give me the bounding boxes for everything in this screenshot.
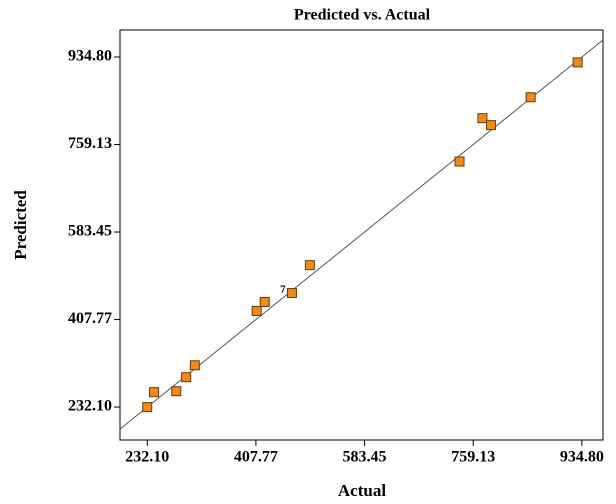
point bbox=[477, 113, 488, 124]
point bbox=[304, 260, 315, 271]
point bbox=[572, 57, 583, 68]
point bbox=[286, 288, 297, 299]
x-tick-label: 934.80 bbox=[560, 449, 604, 466]
point bbox=[251, 305, 262, 316]
y-tick-label: 759.13 bbox=[68, 135, 112, 152]
chart-title: Predicted vs. Actual bbox=[294, 7, 431, 24]
x-tick-label: 232.10 bbox=[125, 449, 169, 466]
point bbox=[149, 387, 160, 398]
point bbox=[189, 360, 200, 371]
y-tick-label: 232.10 bbox=[68, 398, 112, 415]
point bbox=[454, 156, 465, 167]
point bbox=[171, 386, 182, 397]
plot-frame bbox=[119, 29, 604, 441]
x-tick-label: 407.77 bbox=[234, 449, 278, 466]
reference-line bbox=[119, 39, 604, 430]
y-tick-label: 934.80 bbox=[68, 48, 112, 65]
y-axis-label: Predicted bbox=[11, 190, 30, 260]
x-tick-label: 759.13 bbox=[451, 449, 495, 466]
x-tick-label: 583.45 bbox=[343, 449, 387, 466]
x-axis-label: Actual bbox=[338, 481, 386, 500]
point bbox=[181, 372, 192, 383]
point bbox=[525, 92, 536, 103]
point bbox=[486, 120, 497, 131]
y-tick-label: 583.45 bbox=[68, 223, 112, 240]
point-annotation: 7 bbox=[280, 284, 286, 296]
point bbox=[142, 402, 153, 413]
point bbox=[259, 297, 270, 308]
y-tick-label: 407.77 bbox=[68, 310, 112, 327]
